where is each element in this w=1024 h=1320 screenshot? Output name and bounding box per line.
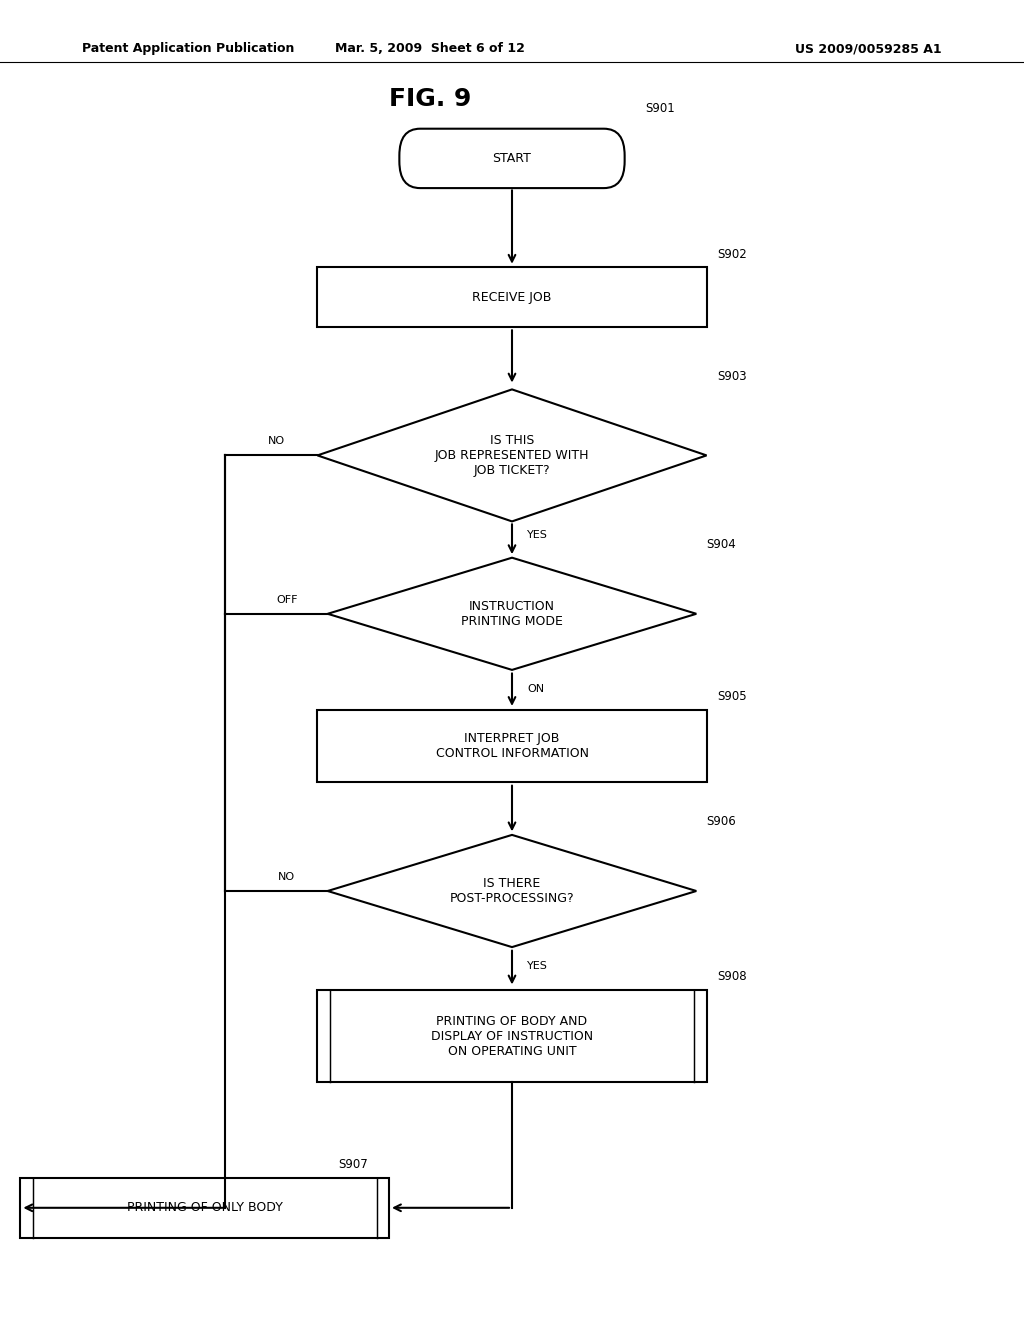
Bar	[317, 267, 707, 326]
Text: FIG. 9: FIG. 9	[389, 87, 471, 111]
Text: IS THERE
POST-PROCESSING?: IS THERE POST-PROCESSING?	[450, 876, 574, 906]
FancyBboxPatch shape	[399, 128, 625, 187]
Text: Mar. 5, 2009  Sheet 6 of 12: Mar. 5, 2009 Sheet 6 of 12	[335, 42, 525, 55]
Text: S903: S903	[717, 370, 746, 383]
Text: NO: NO	[279, 871, 295, 882]
Text: S906: S906	[707, 816, 736, 829]
Text: ON: ON	[527, 684, 545, 694]
Text: RECEIVE JOB: RECEIVE JOB	[472, 290, 552, 304]
Text: S902: S902	[717, 248, 746, 261]
Polygon shape	[328, 836, 696, 948]
Polygon shape	[328, 557, 696, 671]
Text: OFF: OFF	[276, 594, 297, 605]
Bar	[317, 990, 707, 1082]
Text: YES: YES	[527, 529, 548, 540]
Text: S904: S904	[707, 539, 736, 552]
Text: INSTRUCTION
PRINTING MODE: INSTRUCTION PRINTING MODE	[461, 599, 563, 628]
Text: PRINTING OF BODY AND
DISPLAY OF INSTRUCTION
ON OPERATING UNIT: PRINTING OF BODY AND DISPLAY OF INSTRUCT…	[431, 1015, 593, 1057]
Bar	[317, 710, 707, 781]
Text: S901: S901	[645, 103, 675, 116]
Text: YES: YES	[527, 961, 548, 972]
Text: S908: S908	[717, 970, 746, 983]
Text: S907: S907	[338, 1159, 368, 1172]
Text: NO: NO	[268, 436, 285, 446]
Text: INTERPRET JOB
CONTROL INFORMATION: INTERPRET JOB CONTROL INFORMATION	[435, 731, 589, 760]
Text: Patent Application Publication: Patent Application Publication	[82, 42, 294, 55]
Text: IS THIS
JOB REPRESENTED WITH
JOB TICKET?: IS THIS JOB REPRESENTED WITH JOB TICKET?	[435, 434, 589, 477]
Text: PRINTING OF ONLY BODY: PRINTING OF ONLY BODY	[127, 1201, 283, 1214]
Text: S905: S905	[717, 690, 746, 702]
Polygon shape	[317, 389, 707, 521]
Bar	[20, 1177, 389, 1238]
Text: US 2009/0059285 A1: US 2009/0059285 A1	[796, 42, 942, 55]
Text: START: START	[493, 152, 531, 165]
